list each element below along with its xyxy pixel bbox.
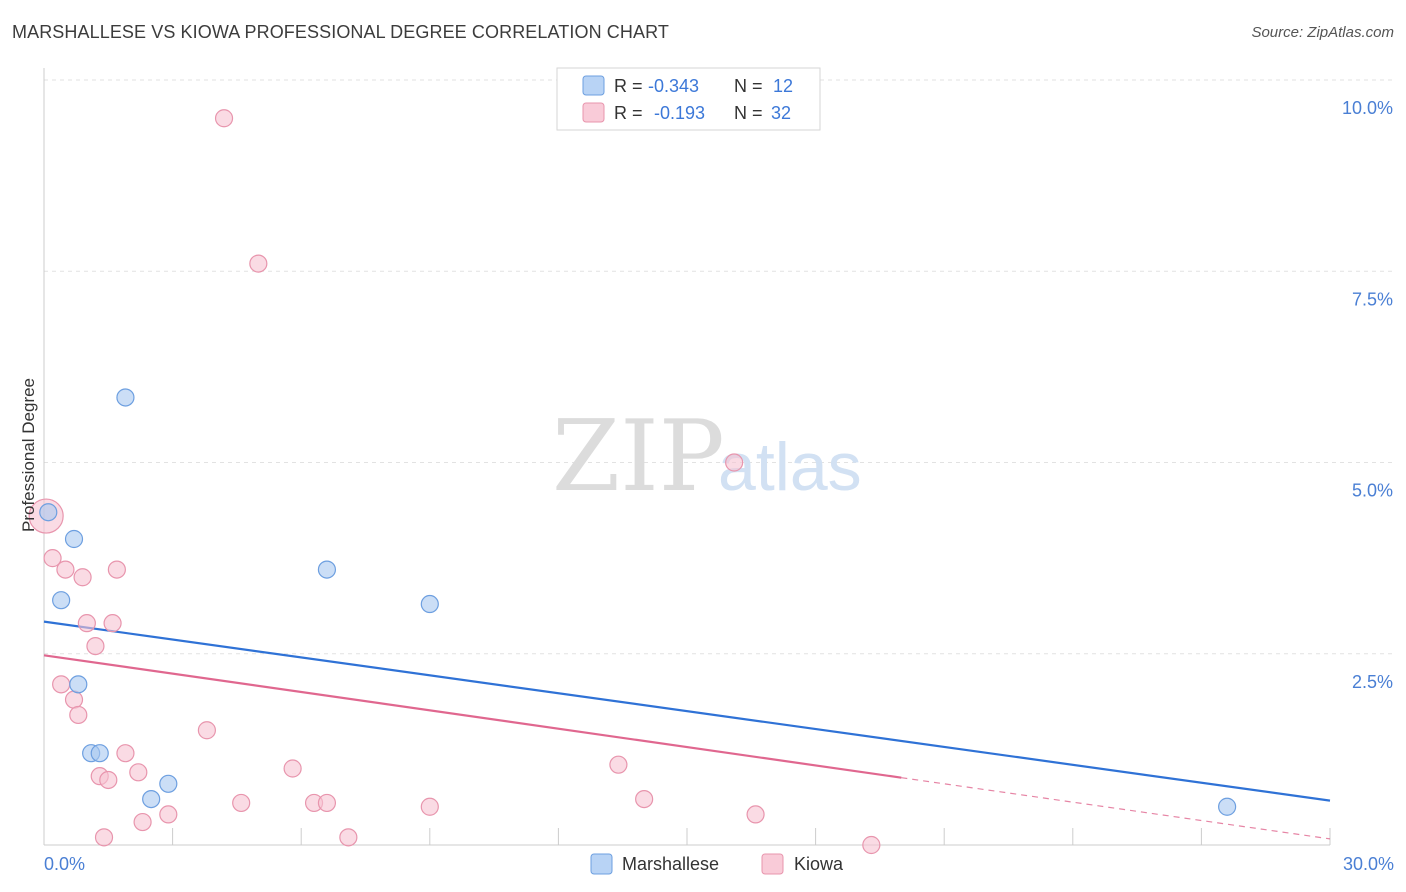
- point-kiowa: [94, 828, 114, 847]
- legend-r-label-1: R =: [614, 76, 643, 96]
- point-marshallese: [39, 503, 58, 522]
- point-kiowa: [232, 793, 251, 813]
- legend-bottom-marshallese: Marshallese: [622, 854, 719, 874]
- point-kiowa: [862, 835, 881, 855]
- point-marshallese: [142, 789, 161, 809]
- point-marshallese: [69, 675, 88, 694]
- point-marshallese: [420, 594, 439, 614]
- point-kiowa: [746, 805, 765, 824]
- legend-stats: R = -0.343 N = 12 R = -0.193 N = 32: [556, 67, 821, 131]
- trend-line-kiowa: [43, 654, 902, 779]
- grid-lines: [44, 79, 1392, 655]
- legend-bottom-kiowa: Kiowa: [794, 854, 844, 874]
- scatter-points: [28, 109, 1237, 855]
- trend-line-marshallese: [43, 620, 1331, 802]
- point-kiowa: [725, 453, 744, 472]
- point-kiowa: [64, 690, 84, 709]
- y-tick-labels: 2.5% 5.0% 7.5% 10.0%: [1342, 98, 1393, 692]
- legend-swatch-kiowa: [582, 102, 605, 123]
- point-kiowa: [86, 636, 105, 656]
- point-kiowa: [317, 793, 337, 813]
- point-kiowa: [116, 744, 135, 763]
- trend-line-extension-kiowa: [901, 777, 1331, 840]
- y-tick-label: 2.5%: [1352, 672, 1393, 692]
- watermark-zip: ZIP: [552, 400, 725, 514]
- legend-n-label-2: N =: [734, 103, 763, 123]
- legend-n-marshallese: 12: [773, 76, 793, 96]
- legend-bottom-swatch-kiowa: [761, 853, 784, 875]
- point-marshallese: [159, 774, 178, 793]
- point-kiowa: [159, 805, 178, 824]
- legend-n-kiowa: 32: [771, 103, 791, 123]
- point-kiowa: [133, 812, 152, 832]
- point-marshallese: [90, 744, 109, 763]
- axes: [43, 68, 1331, 846]
- chart-title: MARSHALLESE VS KIOWA PROFESSIONAL DEGREE…: [12, 22, 669, 42]
- point-kiowa: [43, 549, 62, 568]
- y-axis-label: Professional Degree: [19, 378, 38, 532]
- legend-r-marshallese: -0.343: [648, 76, 699, 96]
- y-tick-label: 7.5%: [1352, 289, 1393, 309]
- legend-bottom-swatch-marshallese: [590, 853, 613, 875]
- point-kiowa: [103, 614, 122, 633]
- legend-r-label-2: R =: [614, 103, 643, 123]
- point-marshallese: [317, 560, 337, 579]
- point-kiowa: [609, 755, 628, 774]
- point-kiowa: [129, 763, 148, 782]
- point-marshallese: [52, 591, 71, 610]
- point-kiowa: [197, 721, 216, 740]
- x-tick-max: 30.0%: [1343, 854, 1394, 874]
- y-tick-label: 10.0%: [1342, 98, 1393, 118]
- point-kiowa: [420, 797, 439, 816]
- point-kiowa: [107, 560, 126, 579]
- point-marshallese: [1218, 797, 1237, 816]
- trend-lines: [43, 620, 1331, 840]
- point-kiowa: [99, 770, 118, 790]
- point-kiowa: [249, 254, 268, 273]
- point-kiowa: [56, 560, 75, 579]
- point-kiowa: [283, 759, 302, 778]
- source-label: Source: ZipAtlas.com: [1251, 24, 1394, 41]
- point-kiowa: [214, 109, 234, 128]
- watermark: ZIP atlas: [552, 400, 862, 514]
- y-tick-label: 5.0%: [1352, 481, 1393, 501]
- point-kiowa: [77, 614, 96, 633]
- point-marshallese: [64, 529, 84, 549]
- point-kiowa: [73, 568, 92, 587]
- legend-series: Marshallese Kiowa: [590, 853, 844, 875]
- legend-swatch-marshallese: [582, 75, 605, 96]
- point-marshallese: [116, 388, 135, 407]
- point-kiowa: [52, 675, 71, 694]
- x-tick-min: 0.0%: [44, 854, 85, 874]
- point-kiowa: [69, 705, 88, 725]
- legend-n-label-1: N =: [734, 76, 763, 96]
- point-kiowa: [635, 789, 654, 809]
- legend-r-kiowa: -0.193: [654, 103, 705, 123]
- point-kiowa: [339, 828, 358, 847]
